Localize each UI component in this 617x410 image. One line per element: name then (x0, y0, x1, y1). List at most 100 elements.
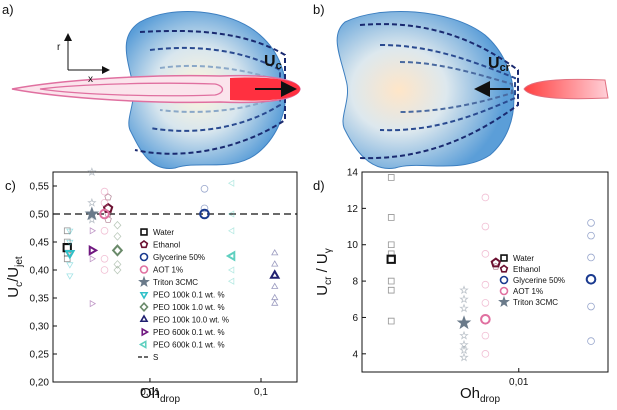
mean-point (386, 254, 396, 264)
sample-point (200, 185, 209, 193)
mean-point (88, 244, 99, 256)
legend-label: AOT 1% (153, 266, 183, 275)
legend-label: Water (513, 254, 534, 263)
label-part: U (5, 287, 22, 298)
y-tick-label: 6 (352, 313, 358, 324)
legend-marker (499, 275, 509, 285)
legend-marker (138, 275, 150, 288)
sample-point (459, 285, 469, 295)
sample-point (481, 250, 490, 258)
sample-point (113, 260, 122, 269)
legend-marker (140, 228, 148, 236)
legend-label: Glycerine 50% (153, 253, 205, 262)
legend-label: S (153, 353, 158, 362)
mean-point (84, 206, 100, 221)
subscript: γ (323, 248, 334, 253)
legend-label: PEO 100k 10.0 wt. % (153, 316, 229, 325)
axis-label: r (57, 42, 61, 53)
x-tick-label: 0,01 (140, 387, 160, 398)
jet-inner (39, 82, 224, 97)
velocity-symbol: U (264, 53, 276, 70)
sample-point (89, 227, 97, 235)
mean-point (269, 269, 281, 279)
chart: c) 0,20 0,25 0,30 0,35 0,40 0,45 0,50 0,55 0,01 0,… (5, 167, 298, 405)
sample-point (104, 193, 112, 201)
mean-point (64, 250, 76, 260)
sample-point (387, 214, 395, 221)
sample-point (113, 265, 122, 275)
sample-point (459, 330, 469, 340)
y-tick-label: 0,30 (30, 322, 50, 333)
y-axis-label: Ucr / Uγ (314, 248, 334, 296)
sample-point (271, 282, 279, 289)
mean-point (225, 250, 236, 262)
sample-point (100, 266, 109, 274)
jet (523, 78, 609, 100)
label-part: /U (5, 267, 22, 282)
label-part: Oh (460, 385, 480, 402)
sample-point (200, 204, 209, 213)
y-axis-label: Uc/Ujet (5, 256, 25, 298)
x-axis-label: Ohdrop (460, 385, 500, 405)
legend-marker (500, 254, 508, 262)
sample-point (387, 277, 395, 285)
mean-point (99, 208, 110, 220)
legend-label: Triton 3CMC (153, 278, 198, 287)
sample-point (66, 228, 74, 235)
legend-label: PEO 600k 0.1 wt. % (153, 328, 225, 337)
sample-point (100, 187, 109, 196)
legend-marker (139, 291, 149, 300)
y-tick-label: 0,25 (30, 350, 50, 361)
sample-point (227, 227, 235, 235)
legend-label: PEO 100k 1.0 wt. % (153, 303, 225, 312)
y-tick-label: 0,50 (30, 210, 50, 221)
mean-point (480, 313, 491, 325)
sample-point (387, 317, 395, 325)
sample-point (459, 339, 469, 349)
sample-point (271, 293, 279, 301)
velocity-label: Uc (264, 53, 282, 72)
sample-point (387, 241, 395, 249)
legend-marker (139, 252, 149, 262)
subscript: cr (323, 276, 334, 285)
sample-point (459, 294, 469, 304)
sample-point (587, 302, 595, 311)
sample-point (587, 231, 595, 240)
subscript: jet (14, 256, 25, 268)
sample-point (481, 280, 490, 289)
legend-marker (139, 240, 149, 249)
plot-frame (361, 171, 609, 373)
mean-point (585, 273, 597, 285)
illustration-b: b) Ucr (313, 2, 609, 169)
contour (159, 64, 276, 113)
legend-marker (498, 295, 510, 308)
legend-label: PEO 600k 0.1 wt. % (153, 341, 225, 350)
y-tick-label: 12 (347, 204, 359, 215)
sample-point (587, 253, 595, 262)
sample-point (63, 227, 71, 235)
legend-marker (141, 327, 150, 337)
y-tick-label: 14 (347, 168, 359, 179)
legend-label: Water (153, 228, 174, 237)
sample-point (459, 303, 469, 313)
mean-point (111, 244, 124, 257)
label-part: U (314, 285, 331, 296)
sample-point (66, 239, 74, 247)
legend-marker (139, 301, 149, 313)
panel-label: d) (313, 178, 325, 193)
velocity-symbol: U (488, 55, 500, 72)
velocity-label: Ucr (488, 55, 511, 74)
sample-point (227, 210, 235, 218)
plot-frame (52, 171, 298, 383)
illustration-a: a) r x Uc (2, 2, 301, 169)
x-axis-label: Ohdrop (140, 385, 180, 405)
mean-point (199, 208, 210, 220)
sample-point (227, 277, 235, 285)
sample-point (481, 350, 490, 358)
sample-point (387, 286, 395, 294)
panel-label: c) (5, 178, 16, 193)
y-tick-label: 8 (352, 277, 358, 288)
legend-label: Triton 3CMC (513, 298, 558, 307)
